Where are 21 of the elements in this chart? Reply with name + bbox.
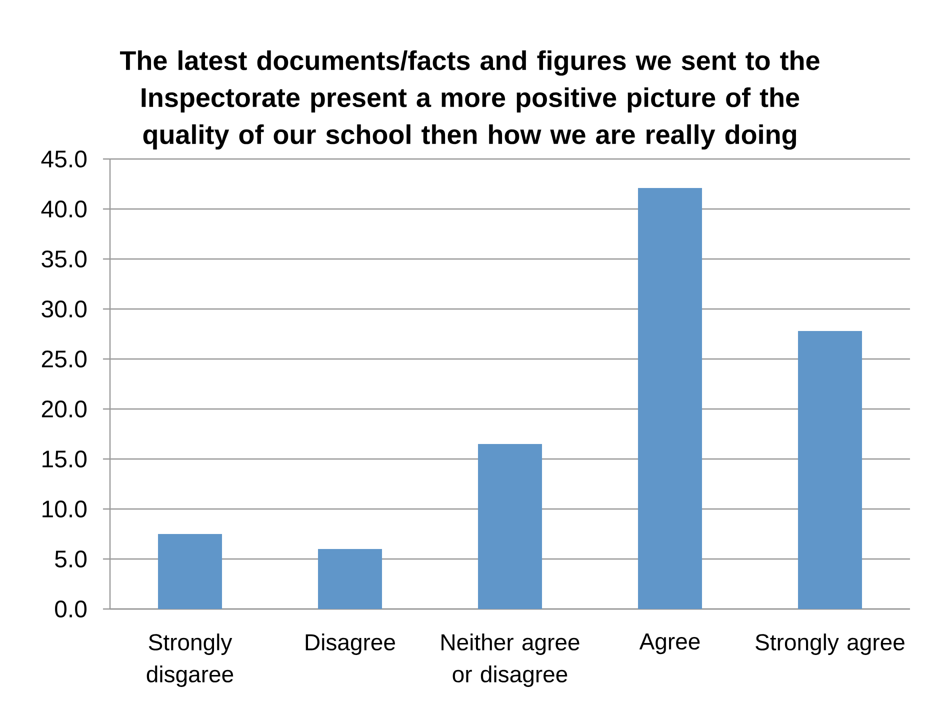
y-tick-label: 5.0 (55, 550, 87, 568)
y-tick-label: 0.0 (55, 600, 87, 618)
x-tick-label: Agree (639, 634, 700, 654)
x-tick-label: Neither agree or disagree (442, 634, 580, 687)
bar (318, 549, 382, 609)
y-tick-label: 25.0 (42, 350, 87, 368)
y-tick-label: 40.0 (41, 200, 87, 218)
bar (798, 331, 862, 609)
y-tick-label: 15.0 (42, 450, 87, 468)
bar (158, 534, 222, 609)
x-tick-label: Disagree (306, 634, 395, 655)
y-tick-label: 35.0 (42, 250, 87, 268)
bar (478, 444, 542, 609)
bar (638, 188, 702, 609)
y-tick-label: 10.0 (42, 500, 87, 518)
chart-title: The latest documents/facts and figures we sent to the Inspectorate present a more positive picture of the quality of our school then how we are really doing (120, 50, 820, 150)
y-tick-label: 45.0 (41, 150, 87, 168)
y-tick-label: 20.0 (42, 400, 87, 418)
x-tick-label: Strongly disgaree (146, 634, 234, 687)
x-tick-label: Strongly agree (756, 634, 904, 655)
y-tick-label: 30.0 (42, 300, 87, 318)
